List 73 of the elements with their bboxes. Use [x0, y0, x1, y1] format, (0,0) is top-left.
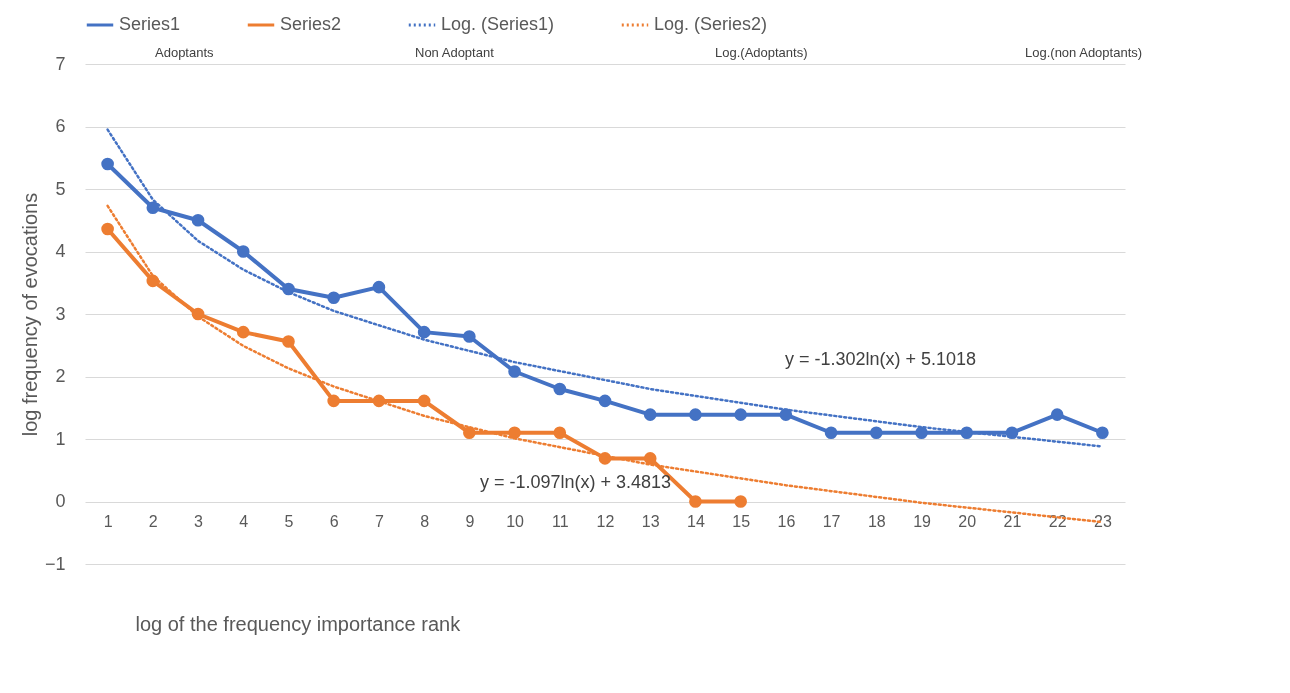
x-tick-label: 16	[777, 513, 796, 530]
legend-label: Log. (Series2)	[654, 14, 768, 34]
point	[643, 452, 657, 465]
point	[327, 394, 341, 408]
y-tick-label: 1	[55, 428, 66, 449]
y-tick-label: 3	[55, 303, 66, 324]
x-tick-label: 1	[103, 513, 113, 530]
x-tick-label: 14	[687, 513, 705, 530]
text: Non Adoptant	[415, 45, 495, 60]
x-tick-label: 20	[958, 513, 977, 530]
x-tick-label: 23	[1093, 513, 1112, 530]
x-tick-label: 2	[148, 513, 158, 530]
x-axis-title: log of the frequency importance rank	[135, 612, 462, 635]
y-tick-label: 2	[55, 366, 66, 386]
point	[643, 408, 657, 421]
x-tick-label: 13	[641, 513, 660, 530]
annotation: y = -1.302ln(x) + 5.1018	[785, 349, 977, 369]
x-tick-label: 12	[596, 513, 615, 530]
point	[372, 280, 386, 294]
x-tick-label: 15	[732, 513, 751, 530]
legend-label: Log. (Series1)	[441, 14, 555, 34]
point	[915, 426, 928, 440]
point	[1050, 408, 1064, 421]
point	[508, 365, 521, 378]
y-axis-title: log frequency of evocations	[18, 192, 41, 437]
point	[327, 291, 341, 305]
point	[282, 335, 295, 348]
point	[869, 426, 883, 440]
point	[101, 222, 114, 236]
y-tick-label: 7	[55, 53, 66, 74]
y-tick-label: 6	[55, 116, 66, 136]
point	[191, 213, 205, 227]
point	[689, 495, 702, 508]
y-tick-label: 4	[55, 241, 66, 261]
text: Log.(Adoptants)	[715, 45, 808, 60]
point	[824, 426, 838, 440]
x-tick-label: 21	[1003, 513, 1022, 530]
text: Adoptants	[155, 45, 215, 60]
point	[598, 394, 612, 408]
y-tick-label: 0	[55, 491, 66, 511]
point	[734, 408, 747, 421]
point	[417, 394, 431, 408]
legend-label: Series2	[280, 14, 342, 34]
x-tick-label: 7	[374, 513, 384, 530]
x-tick-label: 19	[913, 513, 932, 530]
x-tick-label: 4	[239, 513, 249, 530]
point	[1096, 426, 1109, 440]
point	[553, 426, 567, 440]
x-tick-label: 10	[506, 513, 525, 530]
y-tick-label: −1	[44, 553, 66, 574]
point	[689, 408, 702, 421]
point	[553, 382, 567, 396]
point	[236, 325, 250, 339]
point	[508, 426, 521, 440]
point	[146, 201, 160, 215]
point	[101, 157, 114, 171]
x-tick-label: 8	[420, 513, 430, 530]
point	[463, 330, 476, 343]
point	[417, 325, 431, 339]
legend-label: Series1	[119, 14, 181, 34]
point	[236, 245, 250, 258]
text: Log.(non Adoptants)	[1025, 45, 1143, 60]
y-tick-label: 5	[55, 178, 66, 199]
x-tick-label: 9	[465, 513, 475, 530]
x-tick-label: 6	[329, 513, 339, 530]
annotation: y = -1.097ln(x) + 3.4813	[480, 472, 672, 492]
x-tick-label: 3	[194, 513, 204, 530]
point	[463, 426, 476, 440]
x-tick-label: 17	[822, 513, 841, 530]
point	[734, 495, 747, 508]
x-tick-label: 5	[284, 513, 294, 530]
x-tick-label: 11	[551, 513, 569, 530]
x-tick-label: 18	[867, 513, 886, 530]
